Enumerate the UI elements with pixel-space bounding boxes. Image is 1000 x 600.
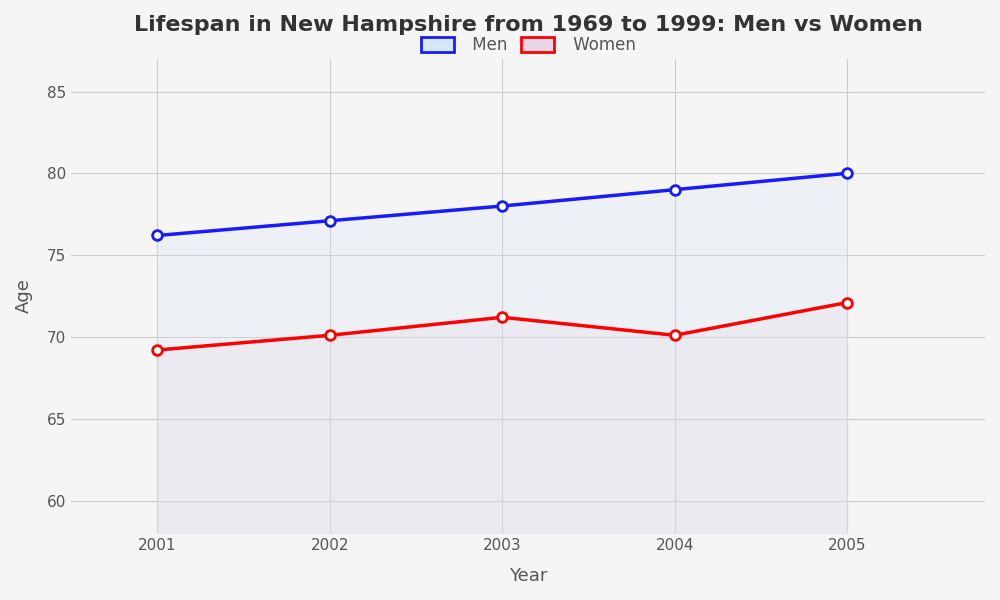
Legend:  Men,  Women: Men, Women <box>414 29 642 61</box>
X-axis label: Year: Year <box>509 567 547 585</box>
Title: Lifespan in New Hampshire from 1969 to 1999: Men vs Women: Lifespan in New Hampshire from 1969 to 1… <box>134 15 922 35</box>
Y-axis label: Age: Age <box>15 278 33 313</box>
